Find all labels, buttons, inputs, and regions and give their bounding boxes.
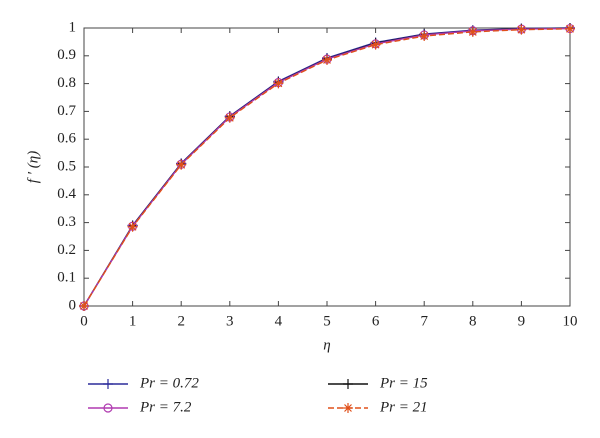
y-tick-label: 0.8 [57,75,76,91]
y-tick-label: 1 [69,19,77,35]
series-line [83,27,571,307]
y-tick-label: 0.1 [57,270,76,286]
legend-label: Pr = 21 [379,399,428,415]
legend-marker [103,403,113,413]
marker [516,24,527,35]
y-tick-label: 0.7 [57,103,76,119]
legend-marker [343,379,353,389]
plot-frame [83,27,571,307]
x-tick-label: 10 [563,313,578,329]
marker [79,301,89,311]
x-tick-label: 4 [275,313,283,329]
marker [370,39,381,50]
legend-label: Pr = 0.72 [139,375,199,391]
x-tick-label: 8 [469,313,477,329]
series-line [83,27,571,307]
y-tick-label: 0.3 [57,214,76,230]
series-line [83,27,571,307]
x-tick-label: 7 [420,313,428,329]
x-axis-label: η [323,337,330,353]
series-line [83,28,571,307]
y-tick-label: 0.2 [57,242,76,258]
x-tick-label: 1 [129,313,137,329]
x-tick-label: 5 [323,313,331,329]
y-tick-label: 0.9 [57,47,76,63]
x-tick-label: 0 [80,313,88,329]
marker [127,221,138,232]
y-tick-label: 0 [69,297,77,313]
marker [273,78,284,89]
y-axis-label: f ′ (η) [25,151,41,183]
legend-marker [103,379,113,389]
marker [565,23,575,34]
marker [224,112,235,123]
x-tick-label: 2 [177,313,185,329]
y-tick-label: 0.5 [57,158,76,174]
marker [467,26,478,37]
marker [322,54,332,65]
legend-marker [343,403,353,413]
x-tick-label: 3 [226,313,234,329]
marker [176,159,187,170]
y-tick-label: 0.6 [57,131,76,147]
legend-label: Pr = 15 [379,375,428,391]
y-tick-label: 0.4 [57,186,76,202]
x-tick-label: 9 [518,313,526,329]
marker [419,31,430,42]
x-tick-label: 6 [372,313,380,329]
legend-label: Pr = 7.2 [139,399,192,415]
